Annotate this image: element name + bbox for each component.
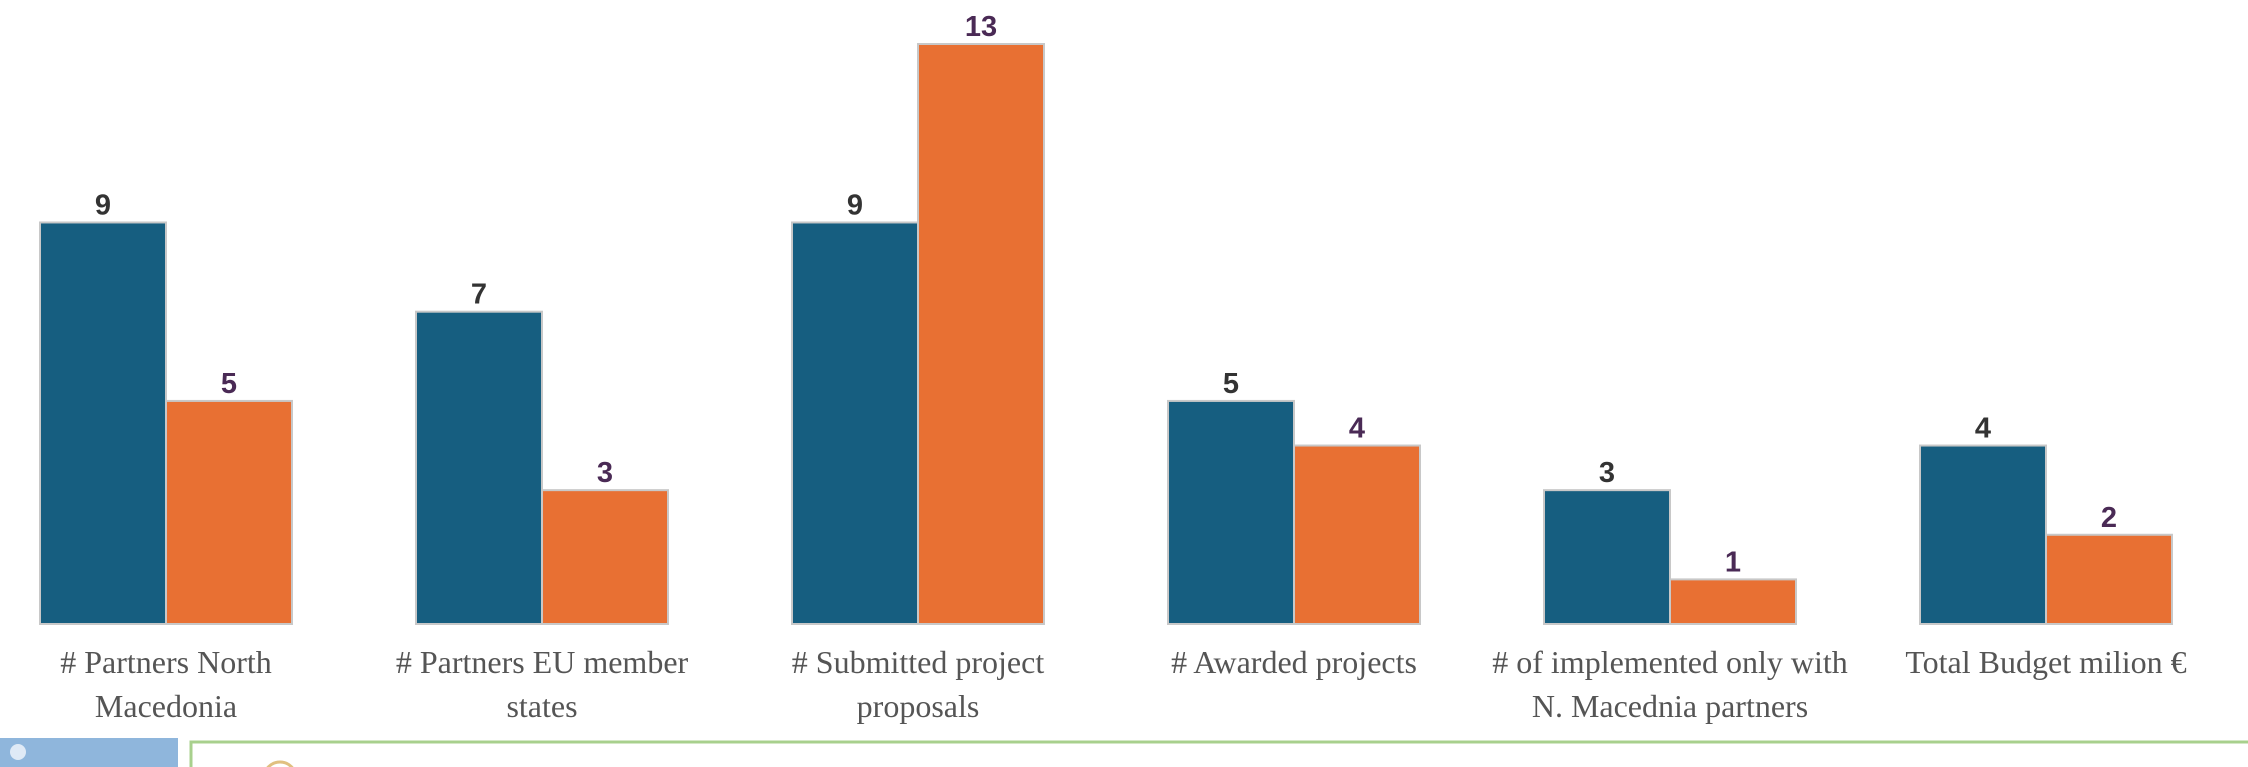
bar — [1669, 578, 1797, 626]
bar — [1293, 444, 1421, 625]
category-label: # Partners North Macedonia — [60, 644, 272, 724]
value-label: 1 — [1725, 546, 1741, 578]
category-label: # Awarded projects — [1171, 644, 1417, 680]
bar — [165, 399, 293, 625]
value-label: 3 — [1599, 457, 1615, 489]
value-label: 13 — [965, 11, 997, 43]
value-label: 5 — [1223, 368, 1239, 400]
info-icon — [266, 760, 294, 767]
bar — [541, 489, 669, 625]
category-label: # Submitted project proposals — [791, 644, 1045, 724]
category-label: Total Budget milion € — [1905, 644, 2187, 680]
bar — [2045, 533, 2173, 625]
bar — [1543, 489, 1671, 625]
bar — [791, 221, 919, 625]
value-label: 4 — [1349, 413, 1365, 445]
category-label: # Partners EU member states — [395, 644, 689, 724]
bar — [39, 221, 167, 625]
value-label: 2 — [2101, 502, 2117, 534]
value-label: 7 — [471, 279, 487, 311]
value-label: 9 — [847, 189, 863, 221]
bar — [415, 310, 543, 625]
value-label: 4 — [1975, 413, 1991, 445]
bar — [1919, 444, 2047, 625]
value-label: 3 — [597, 457, 613, 489]
thumbnail-decoration — [10, 744, 26, 760]
thumbnail-image — [0, 738, 178, 767]
bar — [1167, 399, 1295, 625]
value-label: 9 — [95, 189, 111, 221]
bar — [917, 43, 1045, 625]
category-label: # of implemented only with N. Macednia p… — [1492, 644, 1848, 724]
info-box — [189, 740, 2248, 767]
value-label: 5 — [221, 368, 237, 400]
